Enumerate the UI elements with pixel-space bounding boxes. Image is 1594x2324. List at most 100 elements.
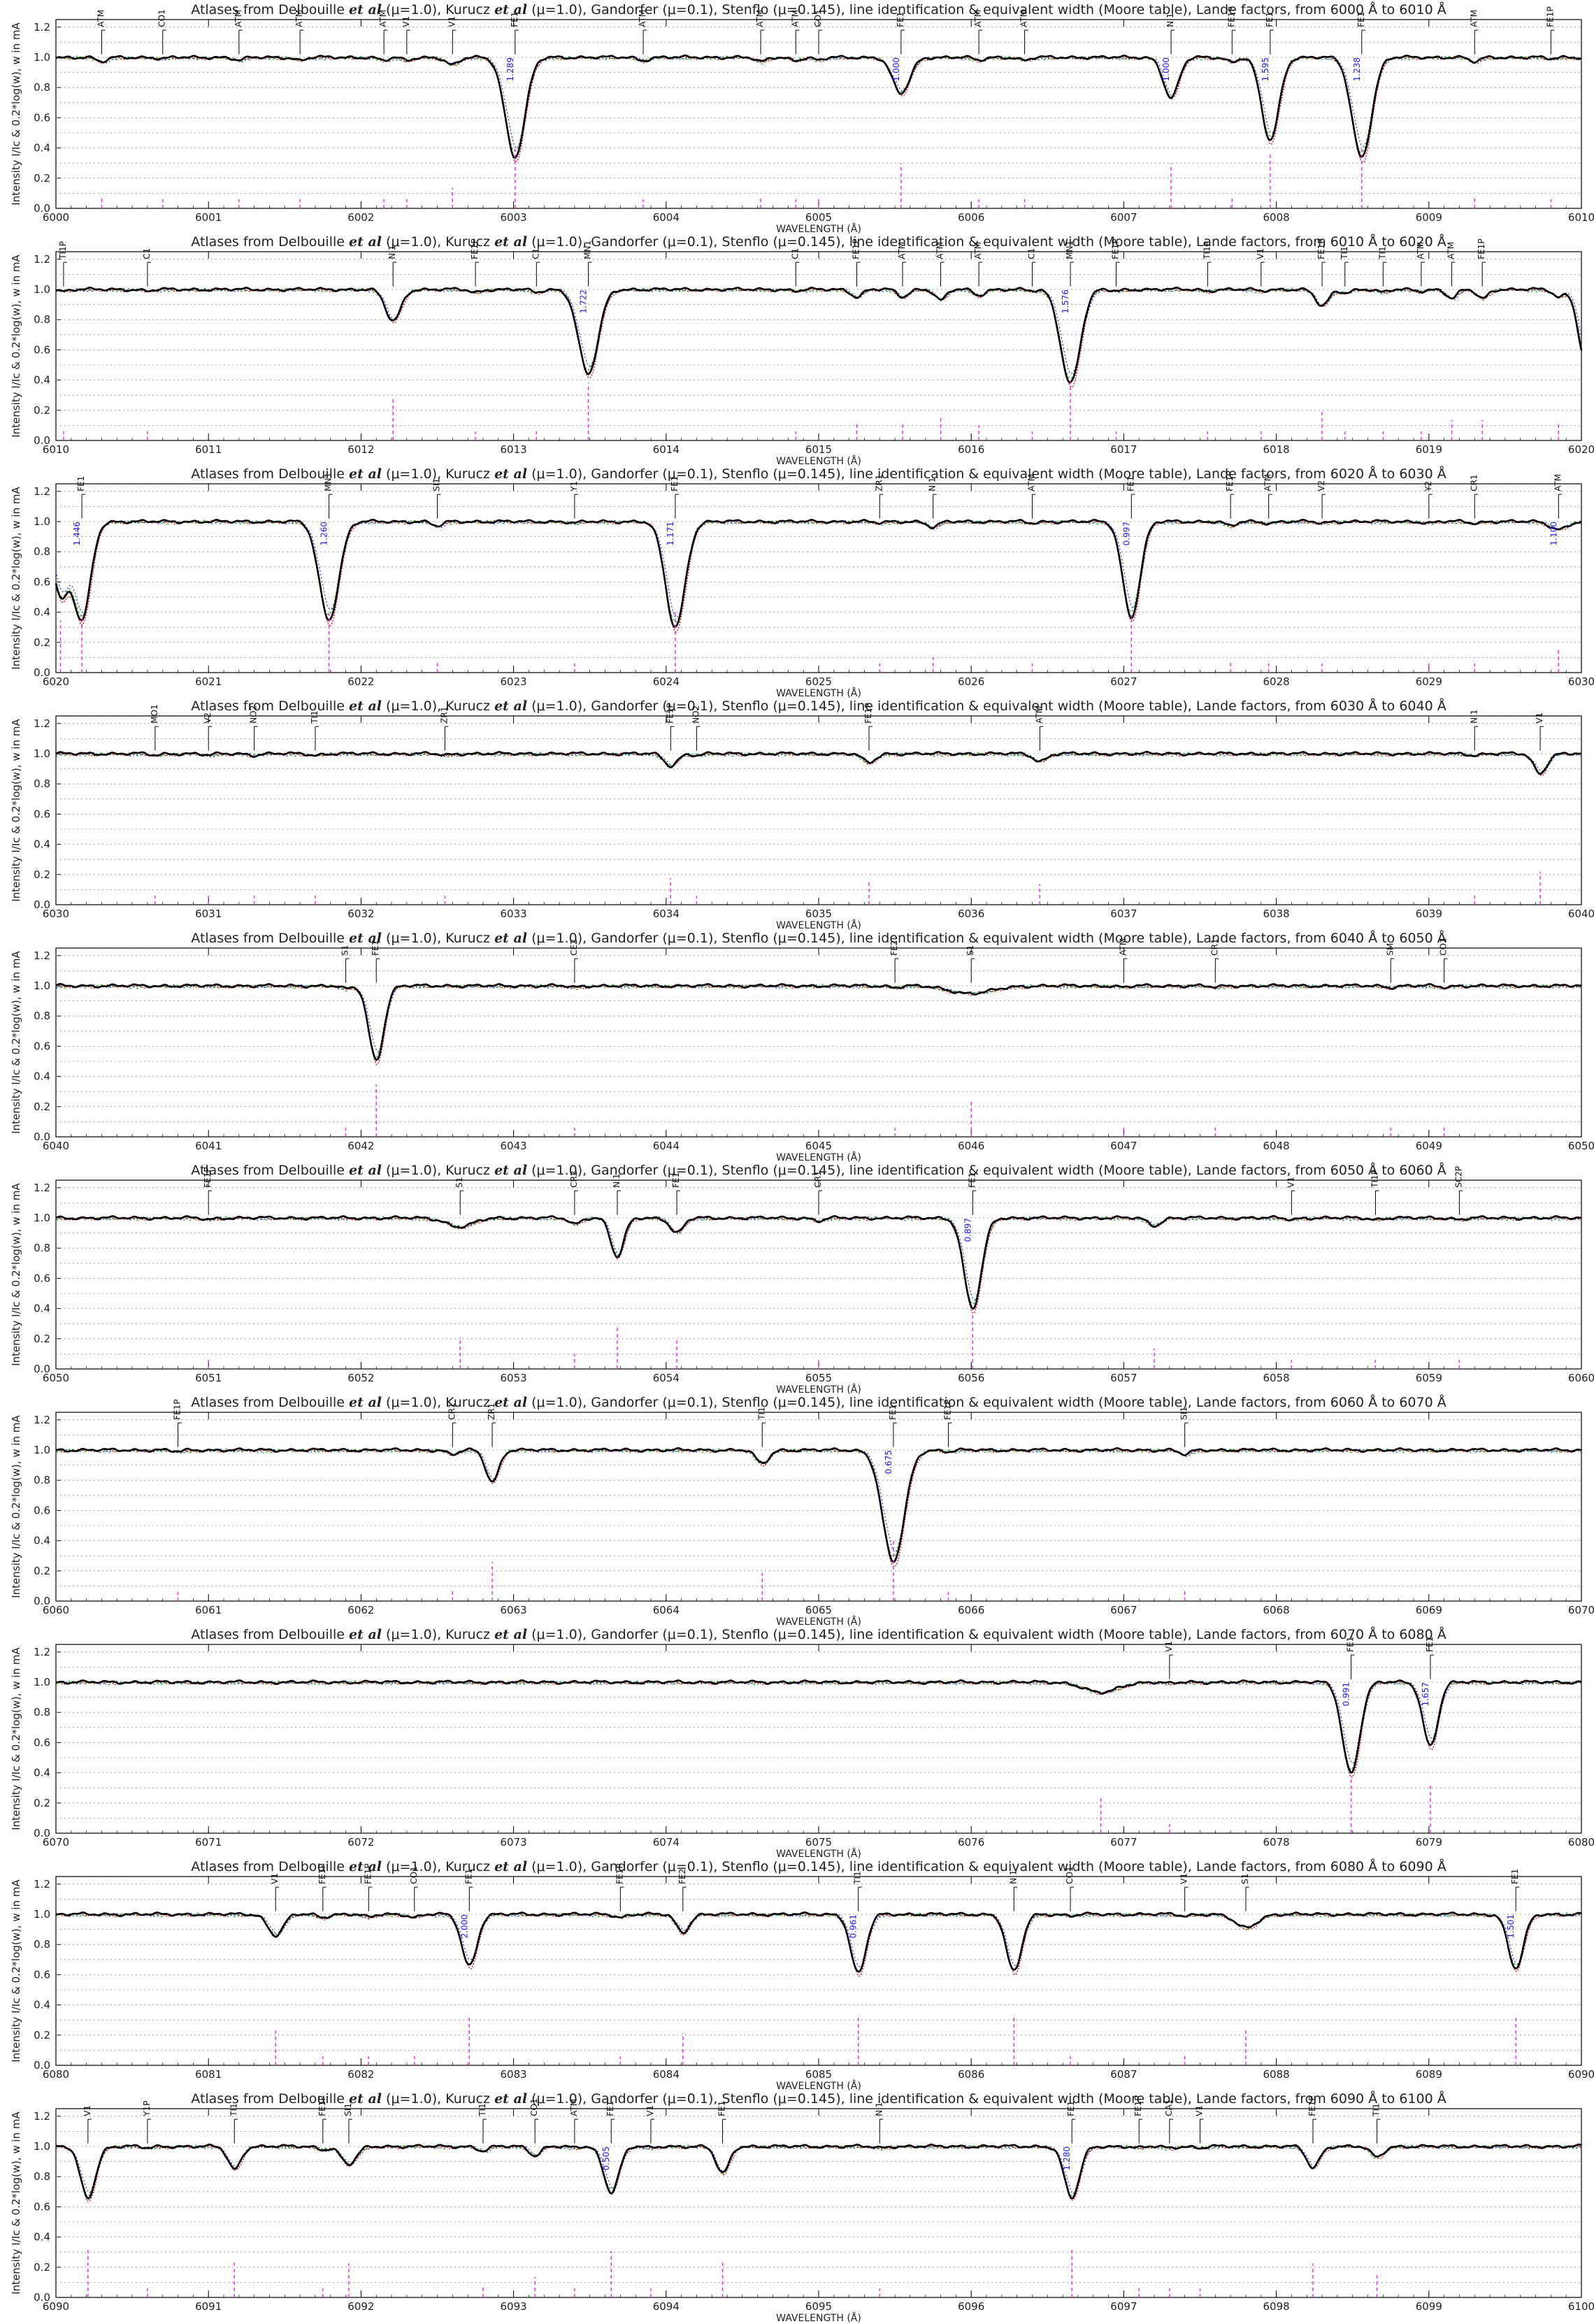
line-id-label: C1 (142, 248, 152, 259)
line-id-label: SI1 (432, 478, 442, 492)
line-id-label: CO1 (1439, 938, 1449, 955)
lande-factor-label: 0.505 (601, 2146, 611, 2170)
y-tick-label: 0.0 (34, 666, 50, 679)
line-id-label: FE1 (888, 1405, 898, 1420)
lande-factor-label: 0.897 (963, 1218, 972, 1242)
x-tick-label: 6010 (43, 443, 69, 456)
line-id-label: FE1P (852, 238, 861, 259)
line-id-label: ATM (1416, 242, 1426, 259)
line-id-label: ATM (973, 10, 983, 27)
title-etal: et al (349, 234, 382, 250)
line-id-label: FE1 (1066, 2101, 1076, 2116)
title-etal: et al (494, 1163, 527, 1178)
title-etal: et al (349, 698, 382, 714)
y-axis-label: Intensity I/Ic & 0.2*log(w), w in mA (10, 1647, 22, 1830)
y-tick-label: 0.0 (34, 2291, 50, 2304)
atlas-panel-10: Atlases from Delbouille et al (μ=1.0), K… (10, 2090, 1594, 2324)
lande-factor-label: 1.657 (1421, 1682, 1430, 1706)
lande-factor-label: 1.000 (891, 57, 901, 81)
y-tick-label: 0.4 (34, 374, 50, 387)
x-tick-label: 6070 (1568, 1604, 1594, 1616)
line-id-label: S1 (340, 945, 350, 956)
panel-title: Atlases from Delbouille et al (μ=1.0), K… (191, 1858, 1446, 1874)
line-id-label: ATM (897, 242, 907, 259)
line-id-label: CO1 (409, 1866, 419, 1884)
atlas-panel-5: Atlases from Delbouille et al (μ=1.0), K… (10, 930, 1594, 1163)
line-id-label: ATM (1553, 474, 1563, 492)
line-id-label: FE1 (1356, 12, 1366, 27)
x-tick-label: 6100 (1568, 2300, 1594, 2313)
x-axis-label: WAVELENGTH (Å) (776, 455, 861, 467)
x-tick-label: 6031 (195, 908, 222, 920)
line-id-label: FE1P (1133, 2095, 1143, 2116)
line-id-label: FE1 (896, 12, 905, 27)
line-id-label: V1 (1256, 248, 1265, 259)
gandorfer-spectrum (55, 984, 1582, 1059)
lande-factor-label: 0.997 (1121, 522, 1131, 545)
x-tick-label: 6033 (501, 908, 527, 920)
x-tick-label: 6086 (958, 2068, 984, 2081)
y-axis-label: Intensity I/Ic & 0.2*log(w), w in mA (10, 719, 22, 902)
y-axis-label: Intensity I/Ic & 0.2*log(w), w in mA (10, 1183, 22, 1366)
title-etal: et al (349, 2091, 382, 2107)
line-id-label: ATM (378, 10, 388, 27)
panel-title: Atlases from Delbouille et al (μ=1.0), K… (191, 930, 1446, 946)
line-id-label: FE1 (1510, 1869, 1520, 1884)
line-id-label: FE1 (671, 1172, 681, 1188)
line-id-label: S1 (1240, 1874, 1250, 1884)
line-id-label: V2 (1316, 480, 1326, 492)
y-tick-label: 1.0 (34, 51, 50, 64)
plot-frame (55, 251, 1582, 441)
title-prefix: Atlases from Delbouille (191, 931, 349, 946)
line-id-label: FE1P (1226, 6, 1236, 27)
y-tick-label: 0.6 (34, 111, 50, 124)
gandorfer-spectrum (55, 1912, 1582, 1972)
title-prefix: Atlases from Delbouille (191, 1163, 349, 1178)
title-middle: (μ=1.0), Gandorfer (μ=0.1), Stenflo (μ=0… (527, 1858, 1446, 1874)
line-id-label: V1 (1535, 712, 1544, 724)
title-etal: et al (349, 1627, 382, 1642)
lande-factor-label: 1.595 (1261, 57, 1270, 81)
y-tick-label: 0.2 (34, 636, 50, 649)
x-tick-label: 6049 (1416, 1140, 1442, 1152)
x-tick-label: 6040 (43, 1140, 69, 1152)
x-tick-label: 6043 (501, 1140, 527, 1152)
lande-factor-label: 1.576 (1061, 289, 1070, 313)
kurucz-spectrum (55, 984, 1582, 1066)
x-tick-label: 6013 (501, 443, 527, 456)
x-tick-label: 6099 (1416, 2300, 1442, 2313)
line-id-label: TI1 (1377, 246, 1387, 260)
x-tick-label: 6050 (1568, 1140, 1594, 1152)
line-id-label: MO1 (150, 704, 159, 723)
plot-frame (55, 1876, 1582, 2066)
line-id-label: FE1 (670, 476, 680, 492)
line-id-label: TI1 (310, 710, 319, 724)
line-id-label: TI1 (478, 2103, 487, 2117)
line-id-label: V1 (1164, 1641, 1174, 1652)
x-axis-label: WAVELENGTH (Å) (776, 687, 861, 699)
x-tick-label: 6006 (958, 211, 984, 224)
y-tick-label: 1.0 (34, 1908, 50, 1921)
title-prefix: Atlases from Delbouille (191, 698, 349, 714)
line-id-label: FE1 (1126, 476, 1135, 492)
gandorfer-spectrum (55, 2144, 1582, 2197)
title-middle: (μ=1.0), Gandorfer (μ=0.1), Stenflo (μ=0… (527, 234, 1446, 250)
x-tick-label: 6061 (195, 1604, 222, 1616)
line-id-label: CO1 (529, 2098, 539, 2116)
line-id-label: ATM (1446, 242, 1456, 259)
delbouille-spectrum (55, 286, 1583, 384)
atlas-panel-9: Atlases from Delbouille et al (μ=1.0), K… (10, 1858, 1594, 2092)
line-id-label: ATM (1469, 10, 1479, 27)
panel-title: Atlases from Delbouille et al (μ=1.0), K… (191, 1626, 1446, 1642)
plot-frame (55, 715, 1582, 905)
line-id-label: TI1 (756, 1407, 766, 1421)
lande-factor-label: 1.446 (72, 522, 82, 545)
kurucz-spectrum (55, 752, 1582, 776)
y-tick-label: 1.0 (34, 1676, 50, 1688)
delbouille-spectrum (55, 750, 1582, 775)
gandorfer-spectrum (55, 55, 1582, 154)
y-tick-label: 0.6 (34, 1272, 50, 1284)
y-tick-label: 0.4 (34, 142, 50, 155)
x-tick-label: 6056 (958, 1372, 984, 1384)
x-axis-label: WAVELENGTH (Å) (776, 2312, 861, 2324)
